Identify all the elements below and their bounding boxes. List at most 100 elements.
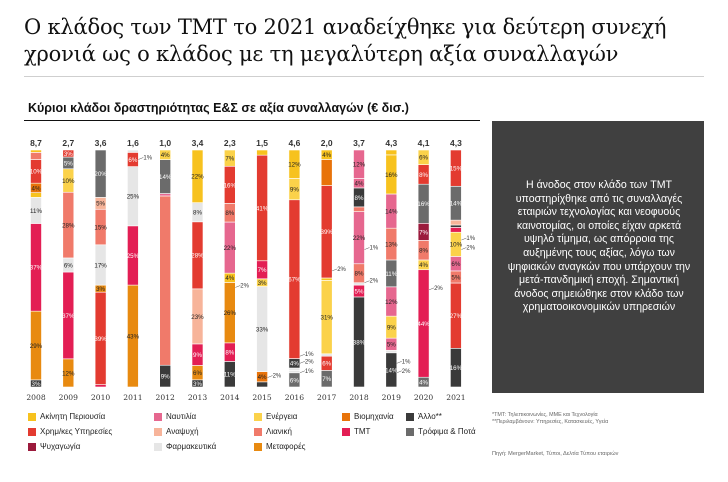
bar-segment-2018-pharma [353,282,365,286]
legend-label-financial: Χρημ/κες Υπηρεσίες [40,427,113,436]
segment-label-2020-5: 16% [417,201,430,208]
bar-stack-2011: 43% 25% 25% 6% [127,149,140,388]
segment-label-2013-3: 23% [191,314,204,321]
total-label-2016: 4,6 [288,138,300,148]
leader-line-2 [267,375,273,378]
bar-segment-2021-financial [450,149,462,187]
total-label-2019: 4,3 [385,138,397,148]
legend-label-retail: Λιανική [266,427,292,436]
segment-label-2014-3: 4% [225,275,234,282]
legend-swatch-entertainment [28,443,36,451]
year-label-2011: 2011 [123,393,142,402]
year-label-2016: 2016 [285,393,304,402]
legend-swatch-retail [254,428,262,436]
segment-label-2020-1: 44% [417,321,430,328]
segment-label-2009-3: 28% [62,222,75,229]
year-label-2015: 2015 [252,393,271,402]
side-label-2016-3: 1% [305,369,314,375]
segment-label-2017-3: 31% [321,314,334,321]
segment-label-2017-1: 6% [322,361,331,368]
bar-stack-2013: 3% 6% 9% 23% 28% 8% 22% [191,149,204,388]
leader-line-9 [396,370,402,374]
bar-segment-2008-real_estate [30,192,42,198]
segment-label-2013-5: 8% [193,210,202,217]
segment-label-2014-5: 8% [225,210,234,217]
legend-swatch-transport [254,443,262,451]
legend-swatch-financial [28,428,36,436]
segment-label-2019-7: 14% [385,208,398,215]
side-label-2018-7: 2% [370,279,379,285]
year-label-2018: 2018 [349,393,368,402]
legend-label-leisure: Αναψυχή [166,427,199,436]
segment-label-2021-8: 14% [450,201,463,208]
page-title: Ο κλάδος των TMT το 2021 αναδείχθηκε για… [24,14,704,68]
total-label-2021: 4,3 [450,138,462,148]
bar-segment-2013-real_estate [191,149,204,203]
bar-segment-2021-leisure [450,219,462,226]
segment-label-2020-6: 8% [419,172,428,179]
bar-stack-2009: 12% 37% 6% 28% 10% 5% 3% [62,149,75,388]
segment-label-2020-3: 8% [419,248,428,255]
segment-label-2018-8: 12% [353,162,366,169]
segment-label-2016-3: 4% [290,361,299,368]
segment-label-2014-0: 11% [224,372,236,379]
commentary-panel: Η άνοδος στον κλάδο των TMT υποστηρίχθηκ… [492,121,704,393]
segment-label-2016-6: 12% [288,162,301,169]
bar-segment-2011-pharma [127,149,139,153]
segment-label-2010-2: 3% [96,286,105,293]
segment-label-2012-4: 4% [161,152,170,159]
legend-swatch-food [406,428,414,436]
segment-label-2011-0: 43% [127,333,140,340]
legend-label-food: Τρόφιμα & Ποτά [418,427,476,436]
segment-label-2018-6: 8% [355,195,364,202]
bar-stack-2016: 6% 4% 67% 9% 12% [288,149,301,388]
bar-stack-2019: 14% 5% 9% 12% 11% 13% 14% 16% [385,149,398,388]
legend-label-transport: Μεταφορές [266,442,306,451]
bar-segment-2016-pharma [288,367,301,371]
bar-segment-2014-energy [224,149,236,167]
segment-label-2008-3: 11% [30,208,42,215]
legend-label-shipping: Ναυτιλία [166,412,197,421]
bar-segment-2020-energy [417,149,430,165]
segment-label-2009-5: 5% [64,160,73,167]
bar-segment-2018-shipping [353,149,365,179]
bar-segment-2010-food [94,149,107,198]
segment-label-2013-4: 28% [191,253,204,260]
side-label-2020-11: 2% [434,286,443,292]
leader-line-4 [299,361,305,364]
total-label-2017: 2,0 [321,138,333,148]
bar-segment-2008-retail [30,152,42,160]
segment-label-2020-0: 4% [419,380,428,387]
segment-label-2010-6: 20% [94,171,107,178]
bar-segment-2017-pharma [320,353,333,357]
footnote-tmt: *TMT: Τηλεπικοινωνίες, ΜΜΕ και Τεχνολογί… [492,412,598,418]
title-line-1: Ο κλάδος των TMT το 2021 αναδείχθηκε για… [24,15,667,39]
segment-label-2020-2: 4% [419,262,428,269]
segment-label-2015-2: 33% [256,326,269,333]
bar-stack-2015: 4% 33% 3% 7% 41% [256,149,269,388]
side-label-2021-13: 1% [466,236,475,242]
side-label-2016-5: 1% [305,352,314,358]
segment-label-2019-2: 5% [387,342,396,349]
bar-segment-2017-real_estate [320,149,333,160]
segment-label-2013-2: 9% [193,352,202,359]
segment-label-2010-4: 15% [94,224,107,231]
total-label-2009: 2,7 [62,138,74,148]
legend-swatch-energy [254,413,262,421]
leader-line-11 [429,287,435,291]
segment-label-2009-6: 3% [64,151,73,158]
segment-label-2008-6: 10% [30,169,43,176]
year-label-2019: 2019 [382,393,401,402]
bar-stack-2008: 3% 29% 37% 11% 4% 10% [30,149,43,388]
bar-segment-2008-real_estate [30,149,42,153]
bar-segment-2019-pharma [385,350,398,354]
segment-label-2021-1: 27% [450,313,463,320]
segment-label-2013-1: 6% [193,370,202,377]
leader-line-6 [332,268,338,272]
segment-label-2014-1: 8% [225,350,234,357]
segment-label-2008-2: 37% [30,265,43,272]
segment-label-2018-4: 22% [353,235,366,242]
segment-label-2020-4: 7% [419,229,428,236]
segment-label-2017-0: 7% [322,376,331,383]
side-label-2017-6: 2% [337,267,346,273]
